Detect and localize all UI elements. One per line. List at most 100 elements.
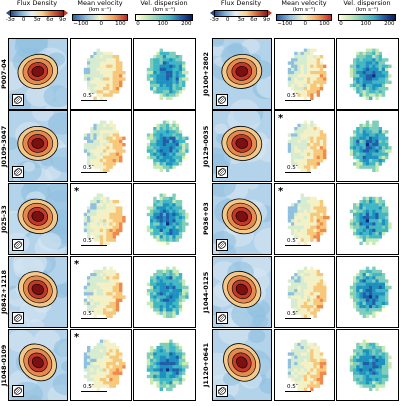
tick-label: 200 <box>384 21 395 27</box>
disp-velocity-map <box>134 39 195 109</box>
scale-bar <box>81 244 107 246</box>
flux-colorbar <box>10 10 64 17</box>
flux-panel <box>212 256 272 328</box>
flux-colorbar <box>214 10 268 17</box>
beam-icon <box>12 385 24 397</box>
mean-velocity-panel: 0.5″ * <box>70 183 132 255</box>
star-marker: * <box>278 186 284 197</box>
scale-label: 0.5″ <box>83 311 94 317</box>
scale-bar <box>285 244 311 246</box>
flux-panel <box>8 256 68 328</box>
flux-map <box>213 39 271 109</box>
dispersion-panel <box>336 38 399 110</box>
disp-title: Vel. dispersion <box>140 0 188 7</box>
tick-label: 0 <box>99 21 103 27</box>
flux-map <box>9 39 67 109</box>
disp-colorbar-ticks: 0 100 200 <box>336 21 398 29</box>
scale-label: 0.5″ <box>83 165 94 171</box>
tick-label: 100 <box>157 21 169 27</box>
mean-unit: (km s⁻¹) <box>292 7 316 13</box>
scale-bar <box>81 171 107 173</box>
disp-velocity-map <box>337 330 398 400</box>
dispersion-panel <box>133 183 196 255</box>
scale-bar <box>81 99 107 101</box>
tick-label: 0 <box>303 21 307 27</box>
mean-velocity-panel: 0.5″ * <box>70 329 132 401</box>
mean-velocity-panel: 0.5″ <box>274 329 335 401</box>
source-name: P036+03 <box>202 202 210 236</box>
disp-colorbar-ticks: 0 100 200 <box>133 21 195 29</box>
mean-velocity-panel: 0.5″ <box>70 38 132 110</box>
source-name: J0100+2802 <box>202 51 210 97</box>
mean-colorbar <box>276 14 332 21</box>
disp-colorbar <box>338 14 396 21</box>
header-disp-left: Vel. dispersion (km s⁻¹) 0 100 200 <box>133 0 195 38</box>
disp-velocity-map <box>337 257 398 327</box>
scale-bar <box>81 317 107 319</box>
scale-label: 0.5″ <box>83 93 94 99</box>
mean-velocity-map <box>71 257 131 327</box>
scale-label: 0.5″ <box>287 238 298 244</box>
tick-label: 100 <box>360 21 372 27</box>
star-marker: * <box>74 259 80 270</box>
disp-velocity-map <box>337 184 398 254</box>
header-mean-right: Mean velocity (km s⁻¹) −100 0 100 <box>274 0 334 38</box>
flux-panel <box>212 38 272 110</box>
tick-label: 0 <box>136 21 140 27</box>
mean-velocity-panel: 0.5″ <box>70 110 132 182</box>
source-name: J1044-0125 <box>202 271 210 313</box>
flux-title: Flux Density <box>16 0 58 7</box>
disp-velocity-map <box>134 330 195 400</box>
tick-label: 3σ <box>237 17 245 23</box>
scale-label: 0.5″ <box>287 311 298 317</box>
mean-velocity-panel: 0.5″ <box>274 256 335 328</box>
dispersion-panel <box>336 183 399 255</box>
mean-colorbar-ticks: −100 0 100 <box>274 21 334 29</box>
mean-colorbar-ticks: −100 0 100 <box>70 21 130 29</box>
mean-velocity-map <box>275 257 334 327</box>
tick-label: −100 <box>73 21 89 27</box>
mean-velocity-map <box>275 330 334 400</box>
flux-title: Flux Density <box>220 0 262 7</box>
mean-velocity-panel: 0.5″ * <box>274 183 335 255</box>
tick-label: 100 <box>319 21 330 27</box>
beam-icon <box>12 239 24 251</box>
scale-label: 0.5″ <box>287 93 298 99</box>
dispersion-panel <box>336 256 399 328</box>
dispersion-panel <box>336 329 399 401</box>
header-flux-right: Flux Density -3σ 0 3σ 6σ 9σ <box>210 0 272 38</box>
flux-map <box>213 257 271 327</box>
mean-velocity-map <box>71 184 131 254</box>
beam-icon <box>216 239 228 251</box>
flux-map <box>9 184 67 254</box>
scale-bar <box>285 99 311 101</box>
flux-panel <box>8 110 68 182</box>
colorbar-arrow-high <box>268 10 272 16</box>
disp-velocity-map <box>134 111 195 181</box>
dispersion-panel <box>133 110 196 182</box>
colorbar-arrow-high <box>64 10 68 16</box>
mean-velocity-panel: 0.5″ * <box>70 256 132 328</box>
tick-label: 6σ <box>250 17 258 23</box>
mean-colorbar <box>72 14 128 21</box>
star-marker: * <box>74 332 80 343</box>
tick-label: -3σ <box>5 17 15 23</box>
mean-velocity-map <box>275 111 334 181</box>
flux-colorbar-ticks: -3σ 0 3σ 6σ 9σ <box>5 17 66 25</box>
mean-unit: (km s⁻¹) <box>88 7 112 13</box>
disp-title: Vel. dispersion <box>343 0 391 7</box>
beam-icon <box>12 166 24 178</box>
source-name: J1120+0641 <box>202 342 210 388</box>
scale-bar <box>81 390 107 392</box>
beam-icon <box>216 166 228 178</box>
colorbar-arrow-low <box>6 10 10 16</box>
dispersion-panel <box>133 256 196 328</box>
flux-map <box>9 111 67 181</box>
flux-panel <box>8 329 68 401</box>
flux-colorbar-ticks: -3σ 0 3σ 6σ 9σ <box>210 17 270 25</box>
scale-label: 0.5″ <box>287 384 298 390</box>
dispersion-panel <box>133 329 196 401</box>
source-name: J0129-0035 <box>202 125 210 167</box>
flux-panel <box>8 183 68 255</box>
mean-velocity-panel: 0.5″ <box>274 38 335 110</box>
